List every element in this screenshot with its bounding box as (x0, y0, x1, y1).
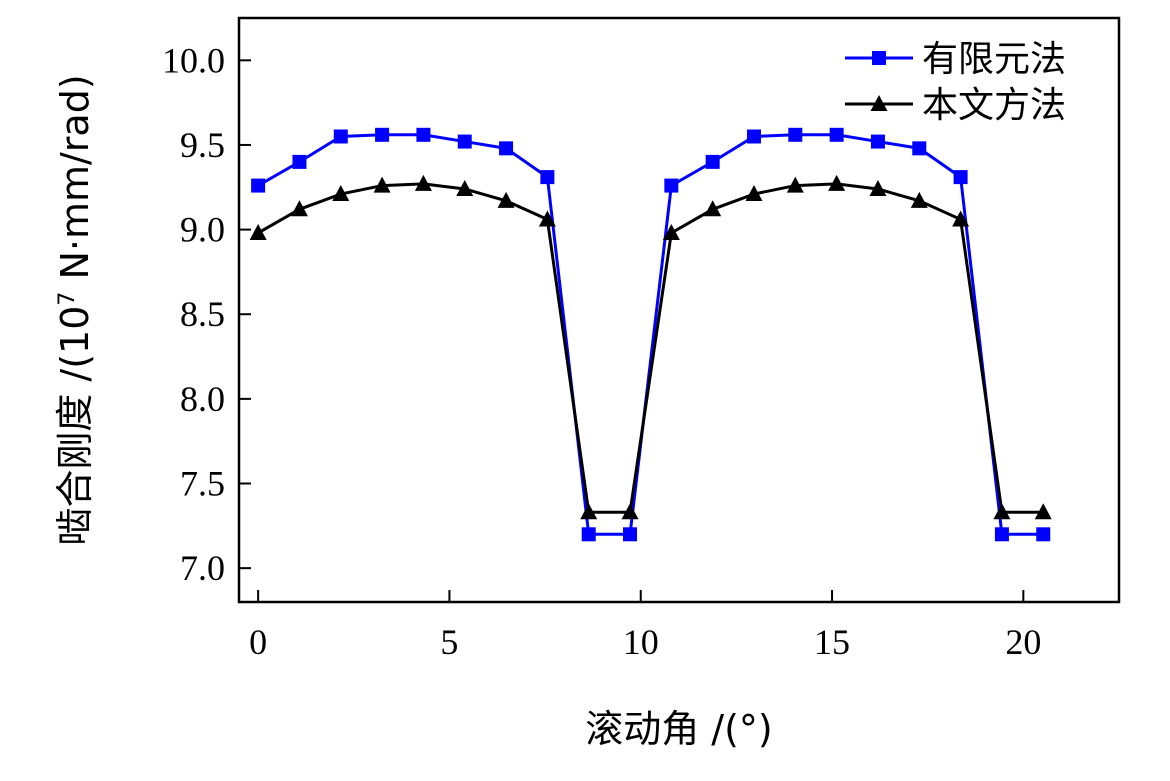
y-axis-title: 啮合刚度 /(107 N·mm/rad) (53, 74, 97, 545)
data-point (540, 170, 555, 185)
data-point (249, 223, 267, 240)
data-point (745, 185, 763, 202)
axis-ticks: 0 5 10 15 20 7.0 7.5 8.0 8.5 9.0 9.5 10.0 (162, 40, 1041, 662)
y-axis-title-main: 啮合刚度 /(10 (53, 306, 97, 546)
data-point (664, 178, 679, 193)
data-point (497, 191, 515, 208)
data-point (1034, 503, 1052, 520)
y-tick-label: 8.5 (180, 294, 225, 334)
data-point (456, 179, 474, 196)
data-point (373, 176, 391, 193)
data-point (870, 134, 885, 149)
data-point (993, 503, 1011, 520)
y-tick-label: 9.5 (180, 125, 225, 165)
y-tick-label: 8.0 (180, 379, 225, 419)
data-point (746, 129, 761, 144)
x-tick-label: 10 (623, 622, 659, 662)
series-1 (251, 127, 1051, 542)
data-point (953, 170, 968, 185)
series-line (257, 182, 1044, 514)
x-axis-title: 滚动角 /(°) (585, 707, 773, 751)
x-tick-label: 5 (440, 622, 458, 662)
legend-entry-1: 有限元法 (845, 39, 1066, 80)
data-point (1036, 527, 1051, 542)
x-tick-label: 20 (1005, 622, 1041, 662)
data-point (414, 174, 432, 191)
data-point (910, 191, 928, 208)
legend-marker (870, 95, 888, 111)
data-point (292, 154, 307, 169)
series-layer (249, 127, 1052, 542)
data-point (621, 503, 639, 520)
legend-label: 有限元法 (922, 39, 1066, 80)
x-tick-label: 0 (249, 622, 267, 662)
data-point (375, 127, 390, 142)
data-point (704, 200, 722, 217)
y-tick-label: 7.5 (180, 464, 225, 504)
legend-entry-2: 本文方法 (845, 85, 1066, 126)
data-point (994, 527, 1009, 542)
data-point (952, 210, 970, 227)
plot-frame (237, 16, 1121, 604)
data-point (662, 223, 680, 240)
data-point (788, 127, 803, 142)
data-point (251, 178, 266, 193)
data-point (457, 134, 472, 149)
data-point (499, 141, 514, 156)
data-point (581, 527, 596, 542)
data-point (828, 174, 846, 191)
y-tick-label: 7.0 (180, 548, 225, 588)
data-point (538, 210, 556, 227)
data-point (829, 127, 844, 142)
y-axis-title-exponent: 7 (55, 292, 80, 306)
y-tick-label: 9.0 (180, 210, 225, 250)
data-point (912, 141, 927, 156)
series-line (257, 133, 1044, 536)
data-point (416, 127, 431, 142)
y-tick-label: 10.0 (162, 40, 225, 80)
data-point (705, 154, 720, 169)
x-tick-label: 15 (814, 622, 850, 662)
data-point (580, 503, 598, 520)
data-point (786, 176, 804, 193)
data-point (332, 185, 350, 202)
data-point (623, 527, 638, 542)
legend-marker (872, 51, 886, 65)
legend-label: 本文方法 (922, 85, 1066, 126)
data-point (869, 179, 887, 196)
series-2 (249, 174, 1052, 520)
y-axis-title-unit: N·mm/rad) (53, 74, 97, 291)
data-point (333, 129, 348, 144)
data-point (290, 200, 308, 217)
